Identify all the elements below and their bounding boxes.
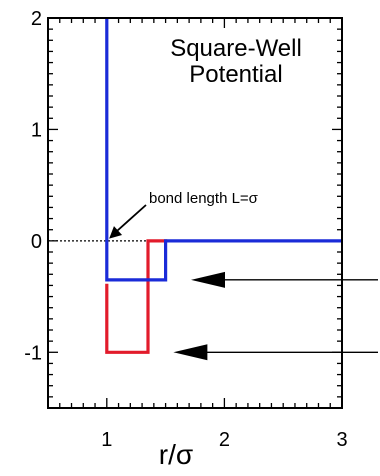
series-line-1: [105, 19, 341, 282]
bond-length-annotation: bond length L=σ: [149, 190, 259, 207]
series-line-2: [105, 239, 168, 354]
bond-length-arrowhead: [109, 226, 123, 239]
x-axis-label: r/σ: [159, 439, 193, 470]
pointer-arrowhead-1: [191, 271, 225, 288]
x-tick-label: 3: [336, 429, 347, 451]
x-tick-label: 1: [101, 429, 112, 451]
bond-length-arrow: [114, 204, 147, 234]
pointer-arrowhead-2: [173, 344, 208, 361]
chart-title-line-1: Square-Well: [170, 35, 302, 62]
y-tick-label: 0: [31, 231, 42, 253]
y-tick-label: -1: [24, 342, 42, 364]
plot-frame: [47, 17, 343, 409]
y-tick-label: 2: [31, 8, 42, 30]
y-tick-label: 1: [31, 119, 42, 141]
x-tick-label: 2: [219, 429, 230, 451]
chart-title-line-2: Potential: [189, 61, 282, 88]
